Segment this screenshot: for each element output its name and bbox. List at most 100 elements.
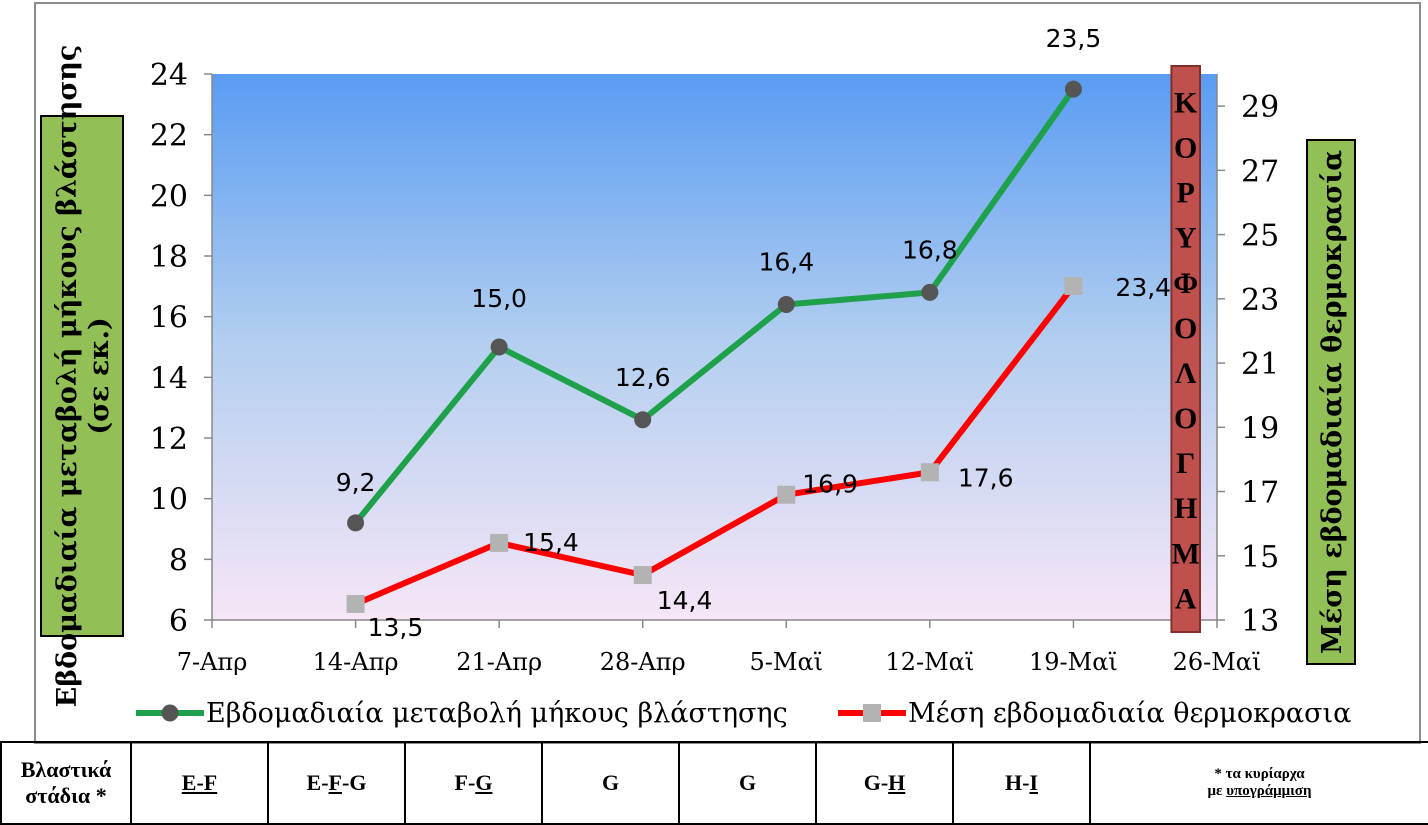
x-tick-label: 19-Μαϊ [1029, 648, 1118, 676]
x-tick-label: 21-Απρ [456, 648, 542, 676]
stage-text: F [328, 770, 342, 795]
right-tick-label: 29 [1241, 90, 1279, 125]
right-tick-label: 13 [1241, 604, 1279, 639]
data-label: 16,4 [758, 248, 814, 277]
x-tick-label: 12-Μαϊ [885, 648, 974, 676]
legend-label: Μέση εβδομαδιαία θερμοκρασια [908, 698, 1351, 729]
data-point [633, 566, 652, 585]
series-line [353, 87, 1076, 525]
stage-cell: G [678, 741, 817, 825]
stage-text: G [475, 770, 493, 795]
right-tick-label: 19 [1241, 411, 1279, 446]
stages-header-cell: Βλαστικά στάδια * [0, 741, 132, 825]
peak-annotation-letter: Φ [1173, 267, 1198, 300]
left-tick-label: 24 [150, 58, 188, 93]
left-tick-label: 18 [150, 240, 188, 275]
stage-text: G [601, 770, 620, 795]
stage-cell: E-F [130, 741, 269, 825]
peak-annotation-letter: Κ [1174, 86, 1198, 119]
peak-annotation-letter: Λ [1175, 357, 1197, 390]
data-label: 17,6 [958, 463, 1014, 492]
data-point [490, 533, 509, 552]
stages-note-cell: * τα κυρίαρχα με υπογράμμιση [1089, 741, 1428, 825]
stages-note-underlined: υπογράμμιση [1226, 783, 1312, 799]
data-point [347, 514, 365, 532]
series-line [354, 284, 1076, 607]
data-point [777, 296, 795, 314]
left-tick-label: 10 [150, 483, 188, 518]
data-label: 15,4 [523, 528, 579, 557]
legend-label: Εβδομαδιαία μεταβολή μήκους βλάστησης [206, 698, 788, 729]
left-tick-label: 6 [169, 604, 188, 639]
stages-row: Βλαστικά στάδια * E-F E-F-G F-G G G G-H … [0, 741, 1428, 825]
stage-text: H- [1004, 770, 1030, 795]
left-axis-title-box [40, 115, 124, 637]
peak-annotation-letter: Η [1174, 492, 1197, 525]
data-label: 9,2 [336, 468, 376, 497]
data-label: 23,5 [1046, 24, 1102, 53]
right-tick-label: 21 [1241, 347, 1279, 382]
stage-text: F- [454, 770, 476, 795]
peak-annotation-letter: Ο [1174, 132, 1197, 165]
x-tick-label: 5-Μαϊ [749, 648, 823, 676]
right-tick-label: 23 [1241, 283, 1279, 318]
stage-text: G- [863, 770, 889, 795]
right-tick-label: 15 [1241, 540, 1279, 575]
stages-note-line2: με υπογράμμιση [1091, 783, 1428, 800]
right-axis-title-box [1306, 139, 1356, 665]
left-tick-label: 16 [150, 301, 188, 336]
left-tick-label: 12 [150, 422, 188, 457]
stages-header-line1: Βλαστικά [20, 757, 112, 782]
data-point [1064, 276, 1083, 295]
left-axis-title-line1: Εβδομαδιαία μεταβολή μήκους βλάστησης [52, 45, 83, 708]
peak-annotation-letter: Γ [1176, 447, 1195, 480]
peak-annotation-letter: Α [1175, 582, 1197, 615]
x-tick-label: 26-Μαϊ [1173, 648, 1262, 676]
legend-marker [863, 704, 881, 722]
right-tick-label: 27 [1241, 154, 1279, 189]
stage-text: E-F [181, 770, 218, 795]
peak-annotation-letter: Υ [1175, 222, 1197, 255]
peak-annotation-letter: Ρ [1177, 177, 1195, 210]
right-tick-label: 25 [1241, 219, 1279, 254]
peak-annotation-letter: Μ [1172, 537, 1200, 570]
legend-marker [161, 704, 179, 722]
left-tick-label: 14 [150, 361, 188, 396]
stages-note-prefix: με [1207, 783, 1227, 799]
stage-cell: H-I [952, 741, 1091, 825]
peak-annotation-letter: Ο [1174, 312, 1197, 345]
data-label: 13,5 [368, 613, 424, 642]
stage-text: I [1029, 770, 1038, 795]
x-tick-label: 14-Απρ [313, 648, 399, 676]
stage-text: H [888, 770, 906, 795]
chart: 6 8 10 12 14 16 18 20 22 24 13 15 17 19 21 23 25 27 29 7-Απ… [40, 24, 1356, 729]
stage-cell: G [541, 741, 680, 825]
data-label: 12,6 [615, 363, 671, 392]
left-tick-label: 20 [150, 179, 188, 214]
growth-stages-table: Βλαστικά στάδια * E-F E-F-G F-G G G G-H … [0, 741, 1428, 825]
stage-cell: F-G [404, 741, 543, 825]
peak-annotation-letter: Ο [1174, 402, 1197, 435]
stage-text: G [738, 770, 757, 795]
data-point [634, 411, 652, 429]
left-axis-title: Εβδομαδιαία μεταβολή μήκους βλάστησης(σε… [52, 45, 115, 708]
data-point [777, 485, 796, 504]
data-point [1064, 80, 1082, 98]
data-label: 15,0 [471, 284, 527, 313]
data-point [490, 338, 508, 356]
right-axis-title: Μέση εβδομαδιαία θερμοκρασία [1317, 150, 1348, 654]
right-tick-label: 17 [1241, 476, 1279, 511]
left-tick-label: 22 [150, 119, 188, 154]
data-point [346, 594, 365, 613]
data-point [921, 283, 939, 301]
stage-text: E- [306, 770, 329, 795]
data-label: 16,9 [802, 470, 858, 499]
plot-area [212, 74, 1217, 620]
x-tick-label: 7-Απρ [177, 648, 248, 676]
left-tick-label: 8 [169, 543, 188, 578]
stages-note-line1: * τα κυρίαρχα [1214, 766, 1305, 782]
stage-text: -G [342, 770, 367, 795]
data-point [920, 463, 939, 482]
peak-annotation-box [1170, 65, 1202, 633]
data-label: 23,4 [1115, 273, 1171, 302]
